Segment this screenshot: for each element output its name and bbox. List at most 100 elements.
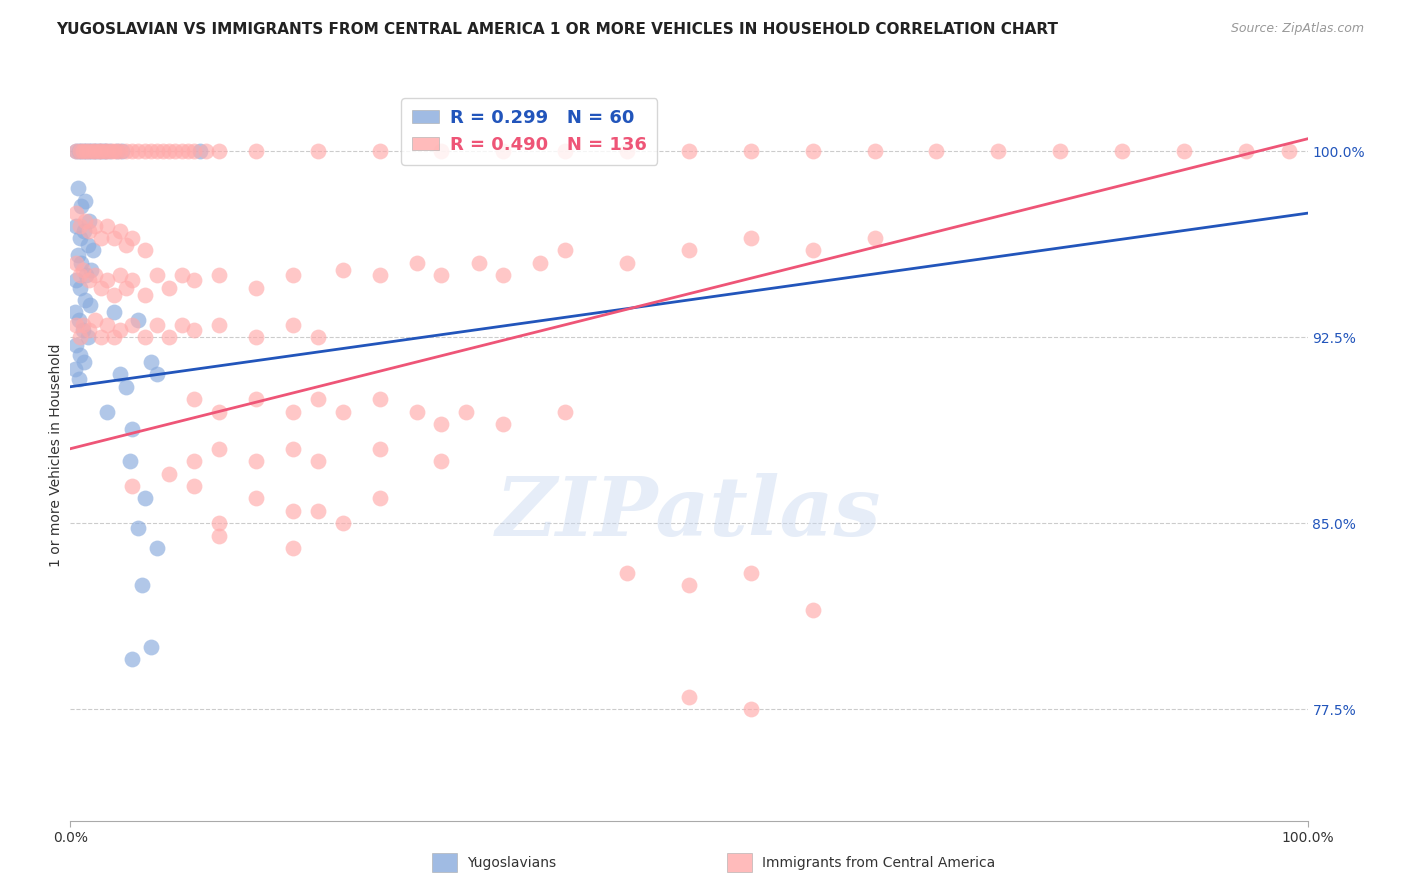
- Point: [87, 144, 110, 158]
- Point: [108, 268, 131, 282]
- Point: [69, 219, 91, 233]
- Point: [740, 566, 762, 580]
- Point: [103, 330, 125, 344]
- Point: [75, 194, 97, 208]
- Point: [100, 144, 122, 158]
- Point: [146, 318, 169, 332]
- Point: [616, 144, 638, 158]
- Point: [75, 144, 97, 158]
- Point: [73, 144, 96, 158]
- Point: [127, 313, 149, 327]
- Point: [801, 144, 824, 158]
- Point: [134, 330, 156, 344]
- Point: [529, 256, 551, 270]
- Point: [90, 231, 112, 245]
- Point: [139, 355, 162, 369]
- Point: [76, 238, 98, 252]
- Point: [70, 199, 93, 213]
- Point: [82, 144, 104, 158]
- Point: [73, 355, 96, 369]
- Point: [307, 454, 329, 468]
- Point: [368, 268, 391, 282]
- Point: [245, 280, 267, 294]
- Point: [121, 652, 143, 666]
- Point: [77, 144, 100, 158]
- Point: [183, 323, 205, 337]
- Point: [69, 280, 91, 294]
- Point: [90, 280, 112, 294]
- Point: [134, 491, 156, 506]
- Point: [69, 347, 91, 361]
- Point: [80, 263, 103, 277]
- Point: [65, 144, 87, 158]
- Point: [157, 144, 180, 158]
- Point: [146, 541, 169, 555]
- Point: [616, 256, 638, 270]
- Point: [208, 516, 231, 530]
- Point: [65, 305, 87, 319]
- Point: [245, 144, 267, 158]
- Point: [1234, 144, 1257, 158]
- Point: [115, 280, 138, 294]
- Point: [115, 144, 138, 158]
- Text: YUGOSLAVIAN VS IMMIGRANTS FROM CENTRAL AMERICA 1 OR MORE VEHICLES IN HOUSEHOLD C: YUGOSLAVIAN VS IMMIGRANTS FROM CENTRAL A…: [56, 22, 1059, 37]
- Point: [69, 231, 91, 245]
- Point: [96, 318, 118, 332]
- Point: [430, 417, 453, 431]
- Point: [72, 144, 94, 158]
- Point: [118, 454, 141, 468]
- Point: [67, 313, 90, 327]
- Legend: R = 0.299   N = 60, R = 0.490   N = 136: R = 0.299 N = 60, R = 0.490 N = 136: [401, 98, 658, 165]
- Point: [307, 330, 329, 344]
- Point: [131, 578, 153, 592]
- Point: [430, 268, 453, 282]
- Point: [368, 491, 391, 506]
- Point: [103, 288, 125, 302]
- Point: [208, 404, 231, 418]
- Point: [208, 318, 231, 332]
- Point: [84, 313, 107, 327]
- Point: [1111, 144, 1133, 158]
- Point: [863, 231, 886, 245]
- Point: [65, 337, 87, 351]
- Point: [73, 223, 96, 237]
- Point: [93, 144, 115, 158]
- Point: [65, 206, 87, 220]
- Text: ZIPatlas: ZIPatlas: [496, 474, 882, 553]
- Point: [281, 268, 304, 282]
- Point: [134, 244, 156, 258]
- Point: [83, 144, 105, 158]
- Point: [96, 144, 118, 158]
- Point: [121, 273, 143, 287]
- Point: [121, 422, 143, 436]
- Point: [94, 144, 117, 158]
- Point: [188, 144, 211, 158]
- Point: [127, 144, 149, 158]
- Point: [183, 144, 205, 158]
- Point: [195, 144, 218, 158]
- Point: [208, 528, 231, 542]
- Point: [740, 144, 762, 158]
- Point: [75, 213, 97, 227]
- Point: [134, 288, 156, 302]
- Point: [108, 144, 131, 158]
- Point: [76, 330, 98, 344]
- Point: [245, 491, 267, 506]
- Point: [105, 144, 128, 158]
- Point: [1278, 144, 1301, 158]
- Point: [146, 144, 169, 158]
- Point: [69, 144, 91, 158]
- Point: [170, 144, 193, 158]
- Point: [157, 467, 180, 481]
- Point: [678, 578, 700, 592]
- Point: [245, 392, 267, 406]
- Point: [65, 362, 87, 376]
- Point: [84, 219, 107, 233]
- Text: Yugoslavians: Yugoslavians: [467, 855, 555, 870]
- Point: [208, 268, 231, 282]
- Point: [84, 144, 107, 158]
- Point: [307, 392, 329, 406]
- Point: [332, 516, 354, 530]
- Point: [65, 256, 87, 270]
- Point: [740, 702, 762, 716]
